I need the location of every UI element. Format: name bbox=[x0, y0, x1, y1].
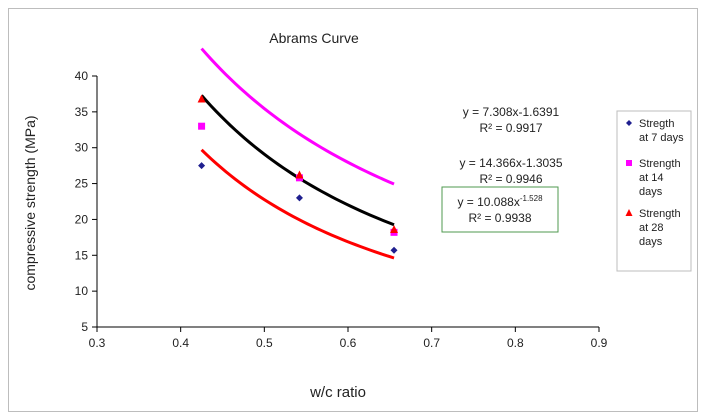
axes: 5 10 15 20 25 30 35 40 0.3 0.4 0.5 0.6 0.7 0.8 0.9 bbox=[75, 69, 608, 350]
data-point bbox=[390, 224, 399, 233]
data-point bbox=[295, 170, 304, 179]
equation-text: y = 7.308x-1.6391 bbox=[463, 105, 560, 119]
chart-svg: Abrams Curve compressive strength (MPa) … bbox=[22, 30, 692, 401]
y-tick-label: 40 bbox=[75, 69, 89, 83]
legend-label: at 14 bbox=[639, 172, 663, 184]
data-point bbox=[197, 94, 206, 103]
y-tick-label: 15 bbox=[75, 248, 89, 262]
legend-label: Stregth bbox=[639, 118, 674, 130]
legend-marker bbox=[626, 120, 632, 126]
r-squared-text: R² = 0.9938 bbox=[468, 211, 531, 225]
data-points bbox=[197, 94, 399, 254]
y-tick-label: 10 bbox=[75, 284, 89, 298]
y-axis-label: compressive strength (MPa) bbox=[22, 115, 38, 290]
data-point bbox=[295, 194, 303, 202]
trend-line bbox=[200, 148, 395, 260]
data-point bbox=[198, 162, 206, 170]
legend-label: Strength bbox=[639, 158, 681, 170]
legend-marker bbox=[625, 209, 633, 216]
equation-text: y = 14.366x-1.3035 bbox=[459, 156, 562, 170]
x-tick-label: 0.6 bbox=[340, 336, 357, 350]
y-tick-label: 5 bbox=[81, 320, 88, 334]
trend-line bbox=[200, 94, 395, 227]
x-tick-label: 0.4 bbox=[172, 336, 189, 350]
x-tick-label: 0.3 bbox=[89, 336, 106, 350]
legend-label: days bbox=[639, 236, 663, 248]
x-tick-label: 0.5 bbox=[256, 336, 273, 350]
data-point bbox=[198, 122, 206, 130]
x-tick-label: 0.8 bbox=[507, 336, 524, 350]
y-tick-label: 25 bbox=[75, 177, 89, 191]
equation-box bbox=[441, 186, 559, 233]
chart-title: Abrams Curve bbox=[269, 30, 359, 46]
r-squared-text: R² = 0.9946 bbox=[479, 172, 542, 186]
legend-label: at 7 days bbox=[639, 132, 684, 144]
chart-area: Abrams Curve compressive strength (MPa) … bbox=[8, 8, 698, 412]
r-squared-text: R² = 0.9917 bbox=[479, 121, 542, 135]
data-point bbox=[390, 246, 398, 254]
x-axis-label: w/c ratio bbox=[309, 384, 366, 401]
equation-exponent: -1.528 bbox=[520, 194, 543, 203]
x-tick-label: 0.7 bbox=[423, 336, 440, 350]
x-tick-label: 0.9 bbox=[591, 336, 608, 350]
trend-line bbox=[200, 47, 395, 186]
legend-label: Strength bbox=[639, 208, 681, 220]
trend-lines bbox=[200, 47, 395, 260]
legend-label: at 28 bbox=[639, 222, 663, 234]
y-tick-label: 30 bbox=[75, 141, 89, 155]
legend-label: days bbox=[639, 186, 663, 198]
y-tick-label: 20 bbox=[75, 212, 89, 226]
y-tick-label: 35 bbox=[75, 105, 89, 119]
equation-annotations: y = 7.308x-1.6391 R² = 0.9917 y = 14.366x-… bbox=[441, 105, 563, 233]
legend-box bbox=[616, 110, 692, 272]
legend-marker bbox=[626, 160, 632, 166]
legend: Stregth at 7 days Strength at 14 days Strengt… bbox=[616, 110, 692, 272]
